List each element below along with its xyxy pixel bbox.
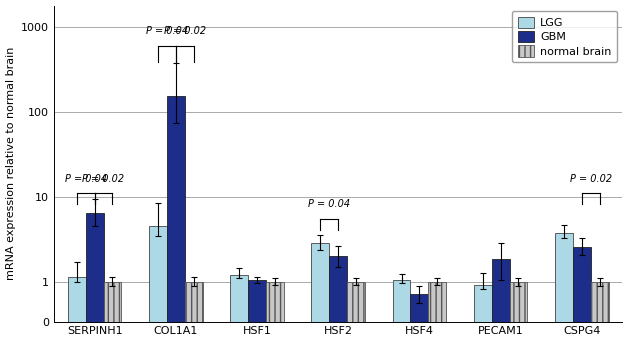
Bar bbox=[509, 282, 528, 321]
Bar bbox=[230, 275, 248, 321]
Bar bbox=[329, 256, 347, 321]
Text: P = 0.02: P = 0.02 bbox=[164, 26, 206, 36]
Bar bbox=[428, 282, 447, 321]
Bar bbox=[68, 277, 85, 321]
Text: P = 0.04: P = 0.04 bbox=[146, 26, 188, 36]
Legend: LGG, GBM, normal brain: LGG, GBM, normal brain bbox=[512, 11, 617, 62]
Bar bbox=[573, 247, 591, 321]
Bar bbox=[185, 282, 203, 321]
Text: P = 0.04: P = 0.04 bbox=[308, 199, 350, 209]
Bar bbox=[492, 259, 509, 321]
Bar bbox=[167, 96, 185, 321]
Bar bbox=[85, 213, 104, 321]
Bar bbox=[248, 280, 266, 321]
Text: P = 0.04: P = 0.04 bbox=[65, 174, 107, 184]
Text: P = 0.02: P = 0.02 bbox=[570, 174, 612, 184]
Bar bbox=[474, 285, 492, 321]
Y-axis label: mRNA expression relative to normal brain: mRNA expression relative to normal brain bbox=[6, 47, 16, 280]
Bar bbox=[411, 294, 428, 321]
Bar bbox=[555, 233, 573, 321]
Bar bbox=[392, 280, 411, 321]
Bar bbox=[347, 282, 365, 321]
Bar bbox=[266, 282, 284, 321]
Bar bbox=[104, 282, 121, 321]
Bar bbox=[311, 242, 329, 321]
Bar bbox=[149, 226, 167, 321]
Text: P = 0.02: P = 0.02 bbox=[82, 174, 124, 184]
Bar bbox=[591, 282, 609, 321]
